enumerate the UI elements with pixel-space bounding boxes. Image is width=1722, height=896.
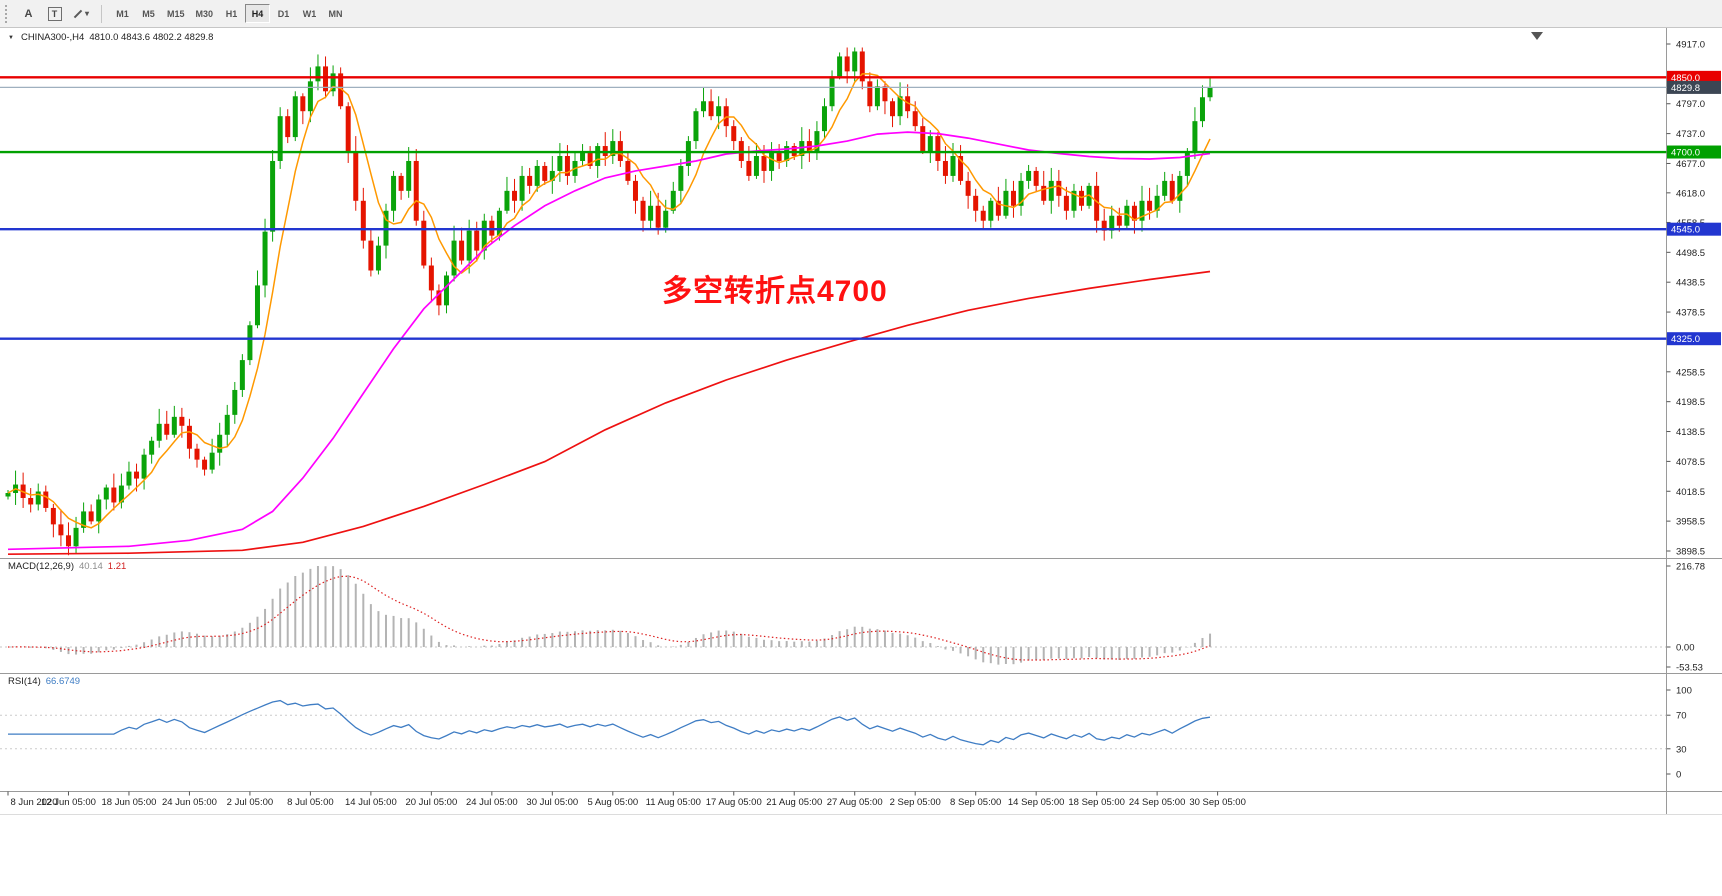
timeframe-button-w1[interactable]: W1	[297, 4, 322, 23]
timeframe-button-m30[interactable]: M30	[191, 4, 219, 23]
text-tool-icon: T	[47, 6, 62, 21]
svg-text:4498.5: 4498.5	[1676, 248, 1705, 259]
svg-text:24 Sep 05:00: 24 Sep 05:00	[1129, 797, 1186, 808]
svg-text:70: 70	[1676, 711, 1687, 722]
svg-text:8 Jun 2020: 8 Jun 2020	[10, 797, 57, 808]
symbol-title: CHINA300-,H4	[20, 32, 85, 43]
svg-text:3958.5: 3958.5	[1676, 517, 1705, 528]
svg-text:30 Sep 05:00: 30 Sep 05:00	[1189, 797, 1246, 808]
svg-text:4545.0: 4545.0	[1671, 225, 1700, 236]
svg-text:4797.0: 4797.0	[1676, 99, 1705, 110]
svg-text:4677.0: 4677.0	[1676, 159, 1705, 170]
svg-text:11 Aug 05:00: 11 Aug 05:00	[646, 797, 701, 808]
svg-text:4737.0: 4737.0	[1676, 129, 1705, 140]
svg-text:4258.5: 4258.5	[1676, 367, 1705, 378]
rsi-value: 66.6749	[45, 676, 81, 687]
candles-layer	[5, 47, 1213, 556]
toolbar-grip[interactable]	[5, 4, 10, 23]
svg-text:4138.5: 4138.5	[1676, 427, 1705, 438]
price-badge-4700.0	[1667, 145, 1721, 159]
svg-text:14 Jul 05:00: 14 Jul 05:00	[345, 797, 397, 808]
svg-text:2 Sep 05:00: 2 Sep 05:00	[890, 797, 941, 808]
timeframe-button-m15[interactable]: M15	[162, 4, 190, 23]
rsi-name: RSI(14)	[8, 676, 41, 687]
timeframe-button-m1[interactable]: M1	[110, 4, 135, 23]
svg-text:0: 0	[1676, 770, 1681, 781]
price-axis[interactable]: 4917.04797.04737.04677.04618.04558.54498…	[1666, 40, 1706, 558]
macd-label: MACD(12,26,9) 40.14 1.21	[8, 561, 126, 572]
svg-text:8 Sep 05:00: 8 Sep 05:00	[950, 797, 1001, 808]
timeframe-button-d1[interactable]: D1	[271, 4, 296, 23]
annotation-text: 多空转折点4700	[662, 275, 888, 308]
price-badge-4850.0	[1667, 70, 1721, 84]
rsi-pane: 100 70 30 0	[0, 686, 1692, 781]
timeframe-button-m5[interactable]: M5	[136, 4, 161, 23]
svg-text:20 Jul 05:00: 20 Jul 05:00	[405, 797, 457, 808]
macd-name: MACD(12,26,9)	[8, 561, 74, 572]
svg-text:17 Aug 05:00: 17 Aug 05:00	[706, 797, 762, 808]
svg-text:4325.0: 4325.0	[1671, 334, 1700, 345]
pane-separators	[0, 28, 1722, 815]
macd-value: 40.14	[79, 561, 103, 572]
chart-toolbar: A T ▾ M1 M5 M15 M30 H1 H4 D1 W1 MN	[0, 0, 1722, 28]
text-tool-button[interactable]: T	[43, 4, 66, 24]
svg-text:4018.5: 4018.5	[1676, 487, 1705, 498]
svg-text:30: 30	[1676, 744, 1687, 755]
svg-text:-53.53: -53.53	[1676, 663, 1703, 674]
svg-text:14 Sep 05:00: 14 Sep 05:00	[1008, 797, 1065, 808]
shapes-dropdown-button[interactable]: ▾	[69, 4, 93, 24]
svg-text:5 Aug 05:00: 5 Aug 05:00	[587, 797, 638, 808]
svg-text:21 Aug 05:00: 21 Aug 05:00	[766, 797, 822, 808]
timeframe-button-h4[interactable]: H4	[245, 4, 271, 23]
svg-text:4378.5: 4378.5	[1676, 308, 1705, 319]
svg-text:4829.8: 4829.8	[1671, 83, 1700, 94]
price-badge-4325.0	[1667, 332, 1721, 346]
macd-pane: 216.78 0.00 -53.53	[0, 562, 1705, 674]
symbol-marker-icon: ▼	[8, 34, 14, 41]
svg-text:216.78: 216.78	[1676, 562, 1705, 573]
svg-text:0.00: 0.00	[1676, 643, 1695, 654]
pencil-icon	[73, 9, 83, 18]
svg-text:18 Jun 05:00: 18 Jun 05:00	[101, 797, 156, 808]
cursor-tool-button[interactable]: A	[17, 4, 40, 24]
svg-text:24 Jun 05:00: 24 Jun 05:00	[162, 797, 217, 808]
ohlc-values: 4810.0 4843.6 4802.2 4829.8	[89, 32, 214, 43]
moving-averages-layer	[7, 73, 1211, 556]
price-badge-4829.8	[1667, 80, 1721, 94]
svg-text:12 Jun 05:00: 12 Jun 05:00	[41, 797, 96, 808]
svg-text:100: 100	[1676, 686, 1692, 697]
svg-text:24 Jul 05:00: 24 Jul 05:00	[466, 797, 518, 808]
toolbar-separator	[101, 4, 103, 23]
svg-text:4078.5: 4078.5	[1676, 457, 1705, 468]
svg-text:30 Jul 05:00: 30 Jul 05:00	[526, 797, 578, 808]
svg-text:27 Aug 05:00: 27 Aug 05:00	[827, 797, 883, 808]
chart-header: ▼ CHINA300-,H4 4810.0 4843.6 4802.2 4829…	[8, 32, 213, 43]
svg-text:4438.5: 4438.5	[1676, 278, 1705, 289]
price-badge-4545.0	[1667, 222, 1721, 236]
chevron-down-icon: ▾	[85, 9, 90, 18]
price-levels-layer	[0, 76, 1667, 340]
svg-text:8 Jul 05:00: 8 Jul 05:00	[287, 797, 333, 808]
svg-text:4198.5: 4198.5	[1676, 397, 1705, 408]
svg-text:2 Jul 05:00: 2 Jul 05:00	[227, 797, 273, 808]
rsi-label: RSI(14) 66.6749	[8, 676, 80, 687]
svg-text:18 Sep 05:00: 18 Sep 05:00	[1068, 797, 1125, 808]
svg-text:3898.5: 3898.5	[1676, 547, 1705, 558]
svg-text:4917.0: 4917.0	[1676, 40, 1705, 51]
chart-shift-marker-icon[interactable]	[1531, 32, 1543, 40]
timeframe-button-h1[interactable]: H1	[219, 4, 244, 23]
timeframe-group: M1 M5 M15 M30 H1 H4 D1 W1 MN	[110, 4, 348, 23]
svg-text:4618.0: 4618.0	[1676, 188, 1705, 199]
svg-text:4850.0: 4850.0	[1671, 73, 1700, 84]
timeframe-button-mn[interactable]: MN	[323, 4, 348, 23]
macd-signal-value: 1.21	[107, 561, 127, 572]
svg-text:4700.0: 4700.0	[1671, 148, 1700, 159]
